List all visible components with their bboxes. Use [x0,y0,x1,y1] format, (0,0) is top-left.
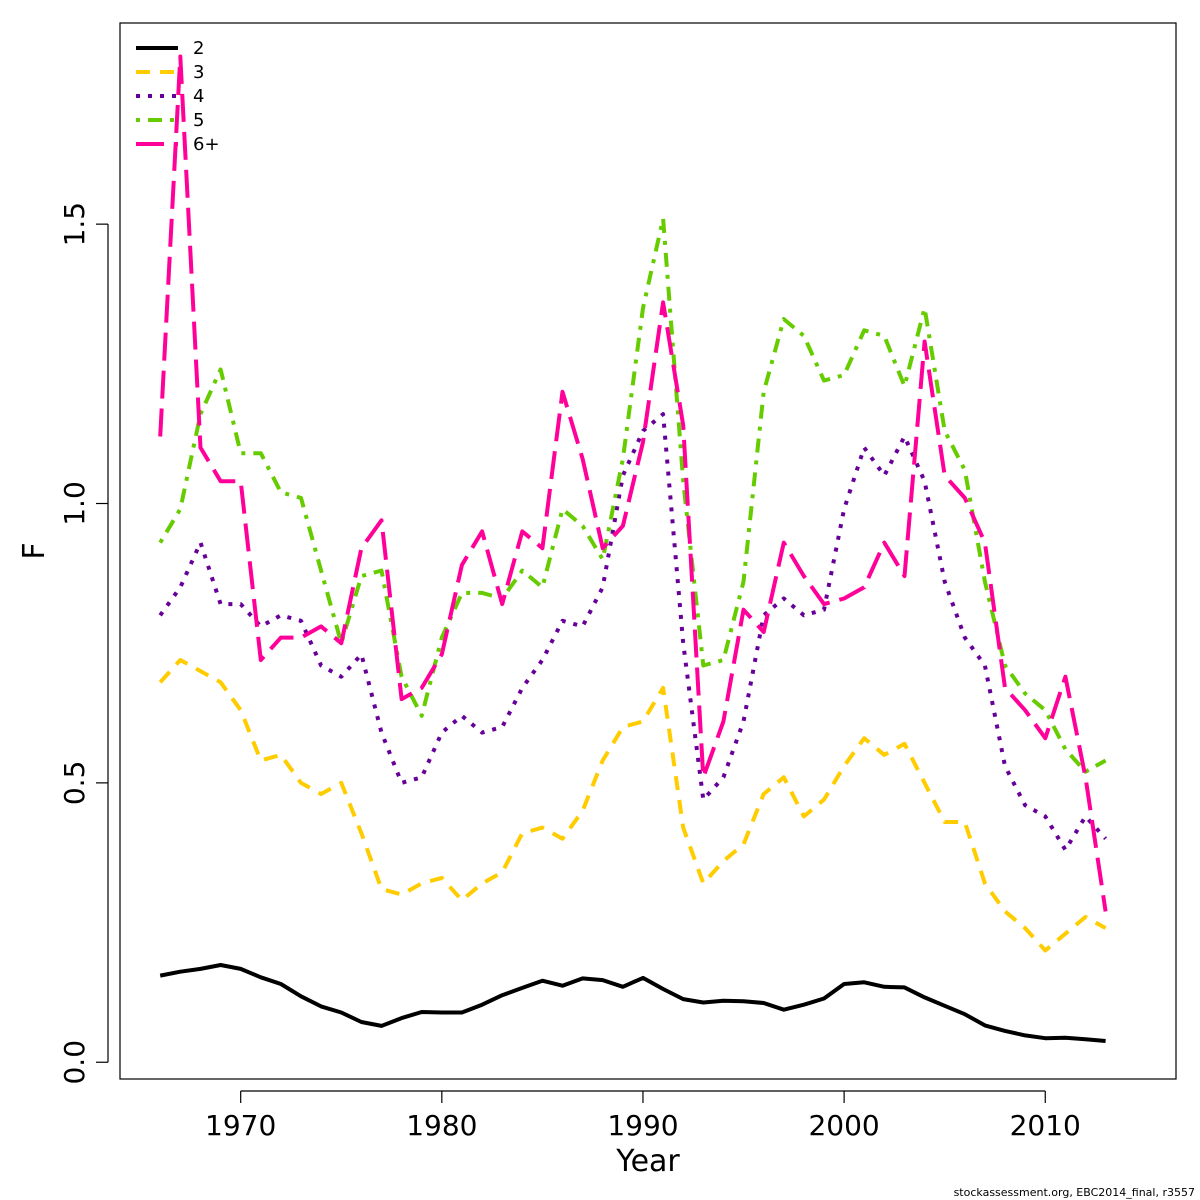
x-tick-label: 1990 [607,1109,678,1142]
x-tick-label: 2010 [1010,1109,1081,1142]
x-axis-title: Year [615,1144,680,1179]
plot-frame [119,22,1177,1080]
legend-label: 6+ [193,134,220,155]
y-tick-label: 0.5 [58,761,91,806]
legend-label: 4 [193,86,204,107]
y-tick-label: 0.0 [58,1040,91,1085]
footer-text: stockassessment.org, EBC2014_final, r355… [954,1186,1195,1199]
series-line-5 [158,216,1107,774]
legend-label: 5 [193,110,204,131]
series-line-3 [158,658,1107,953]
series-lines [158,54,1108,1043]
y-axis-title: F [17,542,52,559]
x-tick-label: 1980 [406,1109,477,1142]
series-line-2 [159,963,1106,1043]
legend-label: 3 [193,62,204,83]
x-tick-label: 2000 [808,1109,879,1142]
y-tick-label: 1.5 [58,202,91,247]
axes: 1970 1980 1990 2000 2010 0.0 0.5 1.0 1.5 [58,202,1081,1142]
x-tick-label: 1970 [205,1109,276,1142]
y-tick-label: 1.0 [58,481,91,526]
legend-label: 2 [193,38,204,59]
series-line-6plus [158,54,1108,912]
legend: 2 3 4 5 6+ [136,38,220,155]
